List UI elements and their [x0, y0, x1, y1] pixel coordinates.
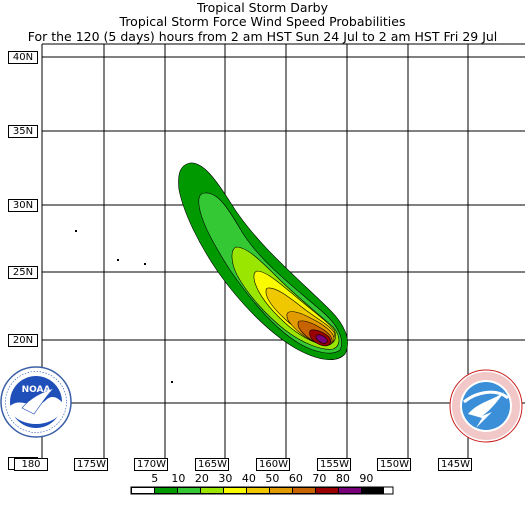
lon-label-170w: 170W: [134, 458, 168, 471]
legend-swatch: [131, 487, 155, 494]
legend-swatch: [315, 487, 339, 494]
lat-label-20n: 20N: [8, 334, 38, 347]
legend-value-label: 70: [312, 472, 327, 485]
lon-label-160w: 160W: [256, 458, 290, 471]
lat-label-40n: 40N: [8, 51, 38, 64]
legend-swatch: [177, 487, 201, 494]
wind-probability-contours: [178, 162, 348, 360]
legend-swatch: [292, 487, 316, 494]
lon-label-175w: 175W: [74, 458, 108, 471]
legend-value-label: 50: [265, 472, 280, 485]
legend-value-label: 40: [241, 472, 256, 485]
islands: [75, 230, 173, 383]
legend-swatch: [154, 487, 178, 494]
nws-logo: [449, 369, 523, 443]
lat-label-25n: 25N: [8, 266, 38, 279]
lon-label-145w: 145W: [438, 458, 472, 471]
legend-color-bar: [131, 487, 384, 494]
legend-swatch: [200, 487, 224, 494]
legend-value-label: 80: [335, 472, 350, 485]
legend-swatch: [246, 487, 270, 494]
legend-value-label: 90: [359, 472, 374, 485]
legend-swatch: [223, 487, 247, 494]
legend-value-label: 20: [194, 472, 209, 485]
chart-subtitle: Tropical Storm Force Wind Speed Probabil…: [119, 14, 406, 29]
noaa-logo-text: NOAA: [22, 385, 51, 395]
storm-title: Tropical Storm Darby: [196, 0, 328, 15]
legend-value-label: 10: [171, 472, 186, 485]
legend-value-label: 60: [288, 472, 303, 485]
lat-label-30n: 30N: [8, 199, 38, 212]
legend-value-label: 30: [218, 472, 233, 485]
lat-label-35n: 35N: [8, 125, 38, 138]
legend-swatch: [269, 487, 293, 494]
time-range: For the 120 (5 days) hours from 2 am HST…: [27, 29, 498, 44]
lon-label-180: 180: [14, 458, 48, 471]
lon-label-165w: 165W: [195, 458, 229, 471]
legend-swatch: [338, 487, 362, 494]
legend-value-label: 5: [151, 472, 159, 485]
lon-label-150w: 150W: [377, 458, 411, 471]
lon-label-155w: 155W: [317, 458, 351, 471]
legend-swatch: [361, 487, 384, 494]
noaa-logo: [0, 366, 72, 438]
contour-80pct: [315, 334, 328, 344]
